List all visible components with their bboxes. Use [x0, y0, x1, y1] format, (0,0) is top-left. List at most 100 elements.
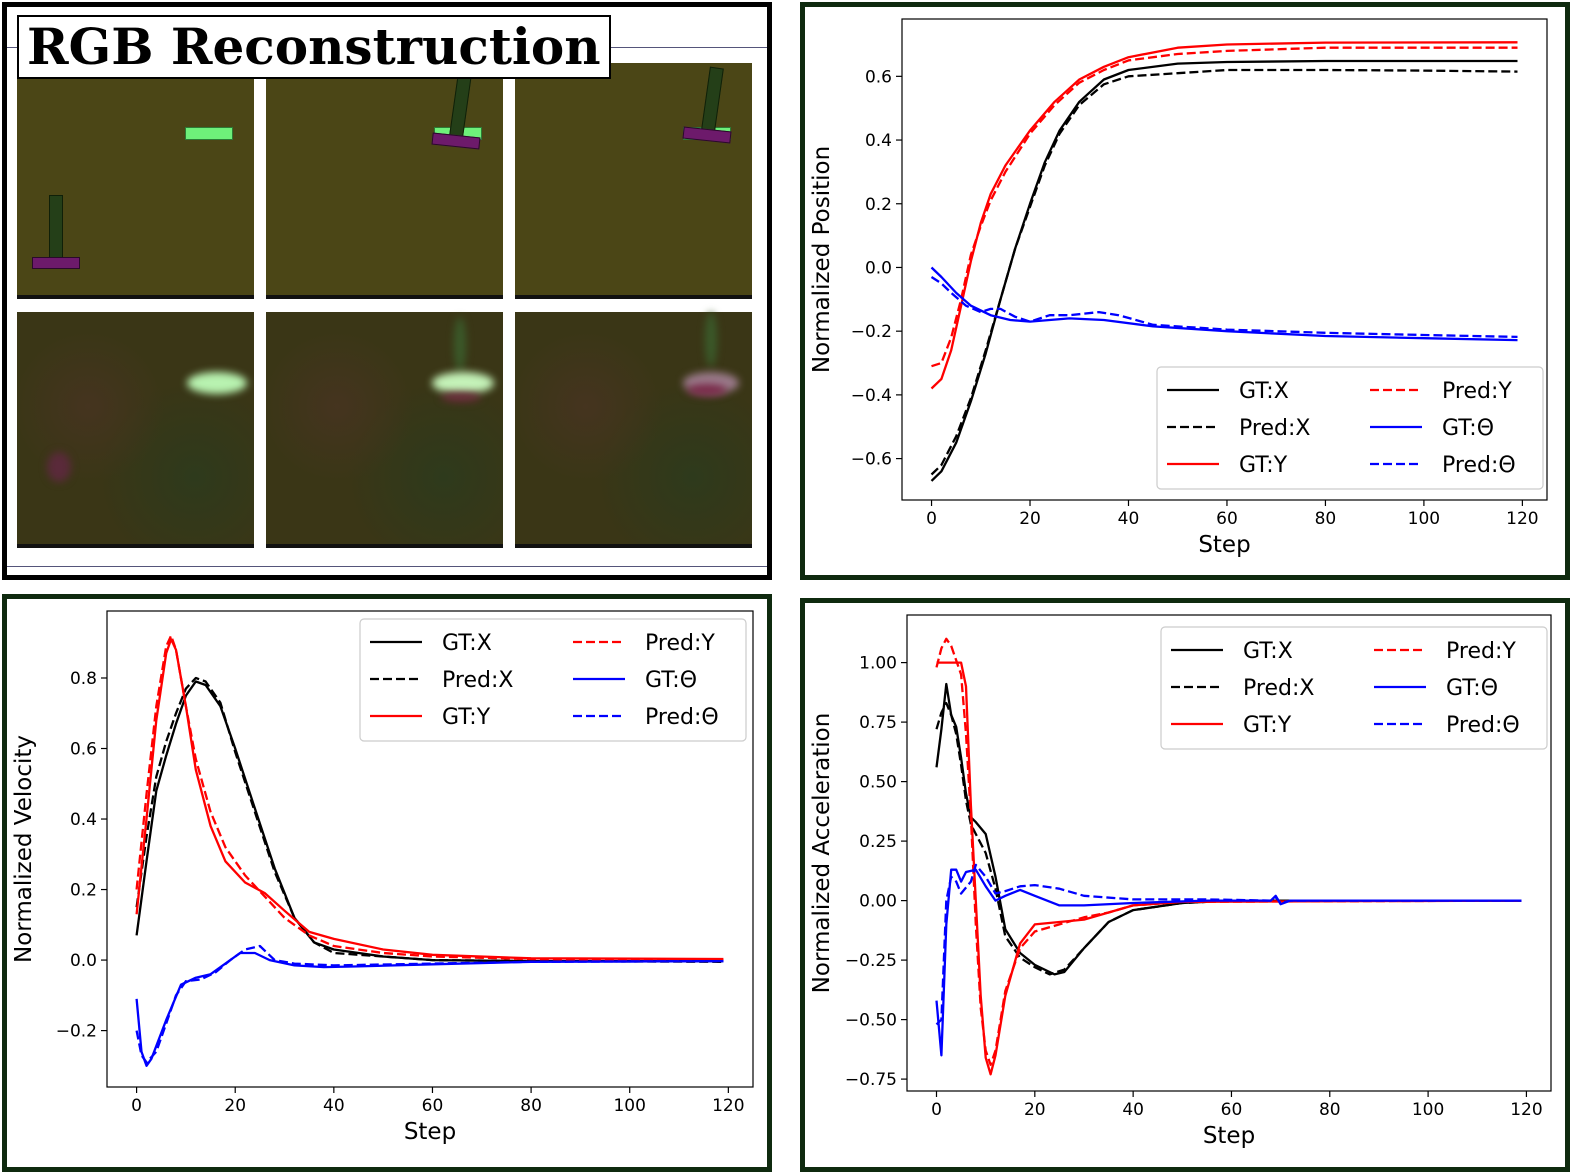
x-tick-label: 0 [931, 1100, 942, 1120]
y-axis-label: Normalized Acceleration [809, 713, 835, 994]
x-tick-label: 40 [1122, 1100, 1144, 1120]
x-axis-label: Step [1203, 1123, 1255, 1149]
legend-label: Pred:Θ [1442, 453, 1516, 478]
gt-frame-2 [266, 63, 503, 299]
series-line-predy-pred [935, 637, 1522, 1066]
y-tick-label: 0.6 [865, 67, 892, 87]
y-tick-label: 0.8 [70, 669, 97, 689]
legend-label: Pred:Y [1442, 379, 1512, 404]
x-tick-label: 40 [323, 1096, 345, 1116]
acceleration-chart: 0 20 40 60 80 100 120 −0.75 −0.50 −0.25 0.00 0.25 0.… [809, 614, 1552, 1149]
position-chart: 0 20 40 60 80 100 120 −0.6 −0.4 −0.2 0.0 0.2 0.4 0.6 S… [809, 18, 1548, 558]
agent-stem [49, 195, 63, 259]
y-tick-label: 0.50 [859, 773, 897, 793]
agent-stem-blob [454, 317, 466, 372]
x-tick-label: 20 [224, 1096, 246, 1116]
x-tick-label: 120 [1506, 509, 1538, 529]
x-axis-label: Step [1198, 532, 1250, 558]
y-tick-label: −0.2 [56, 1022, 97, 1042]
y-axis-label: Normalized Position [809, 146, 835, 373]
y-tick-label: 0.25 [859, 832, 897, 852]
agent-stem-blob [705, 312, 717, 367]
y-tick-label: −0.6 [851, 450, 892, 470]
recon-frame-3 [515, 312, 752, 548]
legend-label: Pred:X [1243, 676, 1314, 701]
series-line-predy-pred [931, 46, 1518, 368]
x-tick-label: 60 [1221, 1100, 1243, 1120]
legend-label: GT:Y [1243, 713, 1292, 738]
x-tick-label: 100 [1408, 509, 1440, 529]
legend-label: Pred:Y [645, 631, 715, 656]
y-tick-label: 0.6 [70, 740, 97, 760]
plot-frame [906, 614, 1552, 1092]
frame-base [17, 295, 254, 299]
x-axis-label: Step [404, 1119, 456, 1145]
gt-frame-3 [515, 63, 752, 299]
goal-blob [432, 372, 494, 394]
frame-base [266, 295, 503, 299]
x-tick-label: 80 [1315, 509, 1337, 529]
legend-box [359, 618, 747, 742]
x-tick-label: 60 [1216, 509, 1238, 529]
velocity-chart: 0 20 40 60 80 100 120 −0.2 0.0 0.2 0.4 0.6 0.8 Step No… [11, 610, 754, 1145]
y-tick-label: −0.4 [851, 386, 892, 406]
legend-label: GT:Y [442, 705, 491, 730]
y-tick-label: −0.50 [845, 1011, 897, 1031]
x-tick-label: 0 [131, 1096, 142, 1116]
y-tick-label: 1.00 [859, 654, 897, 674]
legend-label: GT:Y [1239, 453, 1288, 478]
position-chart-panel: 0 20 40 60 80 100 120 −0.6 −0.4 −0.2 0.0 0.2 0.4 0.6 S… [800, 2, 1570, 580]
legend-box [1160, 626, 1548, 750]
y-tick-label: 0.4 [70, 810, 97, 830]
legend-label: GT:X [1243, 639, 1293, 664]
x-tick-label: 20 [1019, 509, 1041, 529]
y-tick-label: −0.75 [845, 1070, 897, 1090]
legend-label: Pred:Θ [1446, 713, 1520, 738]
legend-label: Pred:Y [1446, 639, 1516, 664]
y-tick-label: 0.2 [865, 195, 892, 215]
legend-label: GT:Θ [1442, 416, 1494, 441]
x-tick-label: 80 [1319, 1100, 1341, 1120]
plot-frame [901, 18, 1548, 501]
legend-label: GT:X [1239, 379, 1289, 404]
frame-base [266, 544, 503, 548]
y-tick-label: 0.2 [70, 881, 97, 901]
series-line-gtx-gt [930, 59, 1518, 482]
x-tick-label: 120 [712, 1096, 744, 1116]
x-tick-label: 80 [520, 1096, 542, 1116]
legend-label: Pred:X [442, 668, 513, 693]
series-line-gt-gt [930, 266, 1518, 342]
x-tick-label: 20 [1024, 1100, 1046, 1120]
legend-label: GT:Θ [645, 668, 697, 693]
frame-base [17, 544, 254, 548]
series-line-pred-pred [935, 863, 1522, 1026]
acceleration-chart-panel: 0 20 40 60 80 100 120 −0.75 −0.50 −0.25 0.00 0.25 0.… [800, 598, 1570, 1172]
frame-base [515, 295, 752, 299]
y-tick-label: −0.2 [851, 322, 892, 342]
legend-label: GT:X [442, 631, 492, 656]
plot-frame [106, 610, 754, 1088]
y-tick-label: 0.00 [859, 892, 897, 912]
frame-base [515, 544, 752, 548]
y-tick-label: 0.0 [70, 951, 97, 971]
legend-label: GT:Θ [1446, 676, 1498, 701]
rgb-reconstruction-panel: RGB Reconstruction [2, 2, 772, 580]
goal-marker [185, 127, 233, 140]
x-tick-label: 100 [613, 1096, 645, 1116]
agent-bar [32, 257, 80, 269]
recon-title: RGB Reconstruction [17, 15, 611, 79]
goal-blob [187, 372, 247, 394]
y-tick-label: 0.4 [865, 131, 892, 151]
agent-blob [441, 392, 481, 402]
x-tick-label: 0 [926, 509, 937, 529]
series-line-gty-gt [930, 41, 1518, 390]
series-line-predy-pred [135, 634, 724, 962]
series-line-predx-pred [935, 701, 1522, 976]
series-line-gt-gt [135, 951, 724, 1067]
agent-stem [701, 66, 724, 132]
x-tick-label: 120 [1510, 1100, 1542, 1120]
agent-blob [47, 452, 71, 482]
x-tick-label: 40 [1118, 509, 1140, 529]
y-tick-label: −0.25 [845, 951, 897, 971]
y-axis-label: Normalized Velocity [11, 735, 37, 963]
